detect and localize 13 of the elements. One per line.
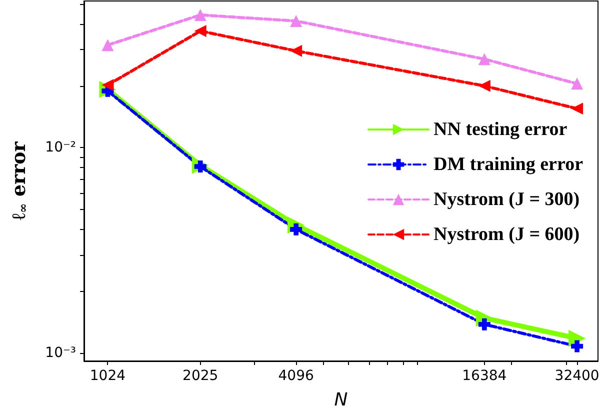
legend-label: Nystrom (J = 600): [434, 224, 580, 245]
legend-label: Nystrom (J = 300): [434, 189, 580, 210]
y-tick-label: 10⁻³: [45, 345, 76, 362]
x-tick-label: 32400: [554, 368, 600, 384]
legend-label: DM training error: [434, 154, 584, 175]
x-axis-title: N: [334, 390, 348, 410]
y-tick-label: 10⁻²: [45, 140, 76, 156]
x-tick-label: 1024: [90, 368, 126, 384]
y-axis-title: ℓ∞ error: [8, 140, 30, 220]
x-tick-label: 4096: [278, 368, 314, 384]
legend-label: NN testing error: [434, 119, 568, 140]
x-tick-label: 2025: [182, 368, 218, 384]
x-tick-label: 16384: [462, 368, 507, 384]
